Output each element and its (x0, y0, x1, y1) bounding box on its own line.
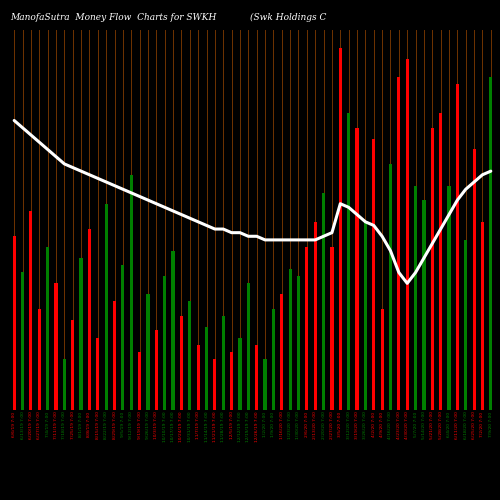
Bar (389, 164, 392, 410)
Bar (364, 222, 367, 410)
Bar (372, 138, 376, 410)
Bar (406, 59, 409, 410)
Bar (113, 302, 116, 410)
Text: (Swk Holdings C: (Swk Holdings C (250, 12, 326, 22)
Bar (330, 247, 334, 410)
Bar (146, 294, 150, 410)
Bar (338, 48, 342, 410)
Bar (46, 247, 49, 410)
Bar (439, 113, 442, 410)
Bar (380, 308, 384, 410)
Bar (196, 345, 200, 410)
Bar (414, 186, 417, 410)
Bar (472, 150, 476, 410)
Bar (71, 320, 74, 410)
Bar (464, 240, 468, 410)
Bar (272, 308, 275, 410)
Bar (456, 84, 459, 410)
Bar (163, 276, 166, 410)
Bar (422, 200, 426, 410)
Text: ManofaSutra  Money Flow  Charts for SWKH: ManofaSutra Money Flow Charts for SWKH (10, 12, 216, 22)
Bar (30, 211, 32, 410)
Bar (238, 338, 242, 410)
Bar (230, 352, 233, 410)
Bar (154, 330, 158, 410)
Bar (80, 258, 82, 410)
Bar (322, 193, 325, 410)
Bar (104, 204, 108, 410)
Bar (122, 265, 124, 410)
Bar (297, 276, 300, 410)
Bar (222, 316, 225, 410)
Bar (21, 272, 24, 410)
Bar (314, 222, 317, 410)
Bar (138, 352, 141, 410)
Bar (38, 308, 41, 410)
Bar (88, 229, 91, 410)
Bar (264, 360, 266, 410)
Bar (347, 113, 350, 410)
Bar (180, 316, 183, 410)
Bar (54, 284, 58, 410)
Bar (205, 327, 208, 410)
Bar (356, 128, 358, 410)
Bar (280, 294, 283, 410)
Bar (214, 360, 216, 410)
Bar (12, 236, 16, 410)
Bar (481, 222, 484, 410)
Bar (430, 128, 434, 410)
Bar (288, 269, 292, 410)
Bar (130, 175, 133, 410)
Bar (188, 302, 192, 410)
Bar (255, 345, 258, 410)
Bar (306, 247, 308, 410)
Bar (489, 77, 492, 410)
Bar (246, 284, 250, 410)
Bar (63, 360, 66, 410)
Bar (96, 338, 100, 410)
Bar (448, 186, 450, 410)
Bar (172, 251, 174, 410)
Bar (397, 77, 400, 410)
